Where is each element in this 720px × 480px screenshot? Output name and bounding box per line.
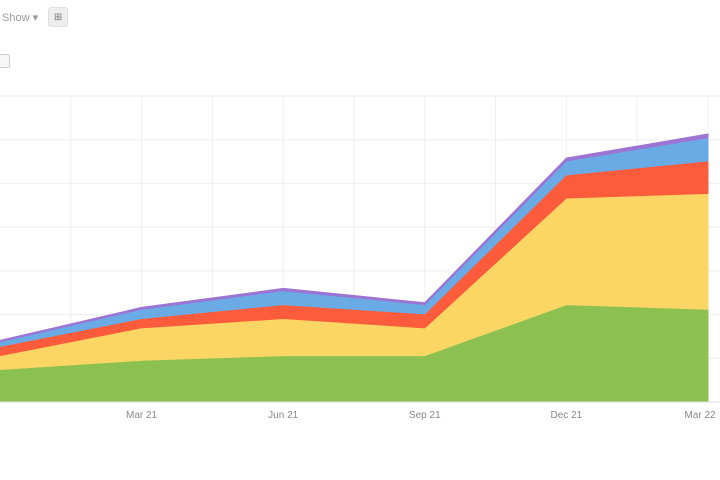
x-tick-label: Jun 21 xyxy=(268,410,298,421)
area-series-5 xyxy=(0,133,709,343)
x-axis-ticks: Mar 21 Jun 21 Sep 21 Dec 21 Mar 22 xyxy=(126,410,716,421)
x-tick-label: Sep 21 xyxy=(409,410,441,421)
x-tick-label: Dec 21 xyxy=(551,410,583,421)
zoom-button[interactable]: ⊞ xyxy=(48,7,69,27)
x-tick-label: Mar 21 xyxy=(126,410,158,421)
range-selector-label[interactable]: Show ▾ xyxy=(2,11,39,24)
chart-menu-icon[interactable] xyxy=(0,54,10,68)
x-tick-label: Mar 22 xyxy=(684,410,716,421)
chart-areas xyxy=(0,133,709,403)
chart-toolbar: Show ▾ ⊞ xyxy=(0,6,69,28)
